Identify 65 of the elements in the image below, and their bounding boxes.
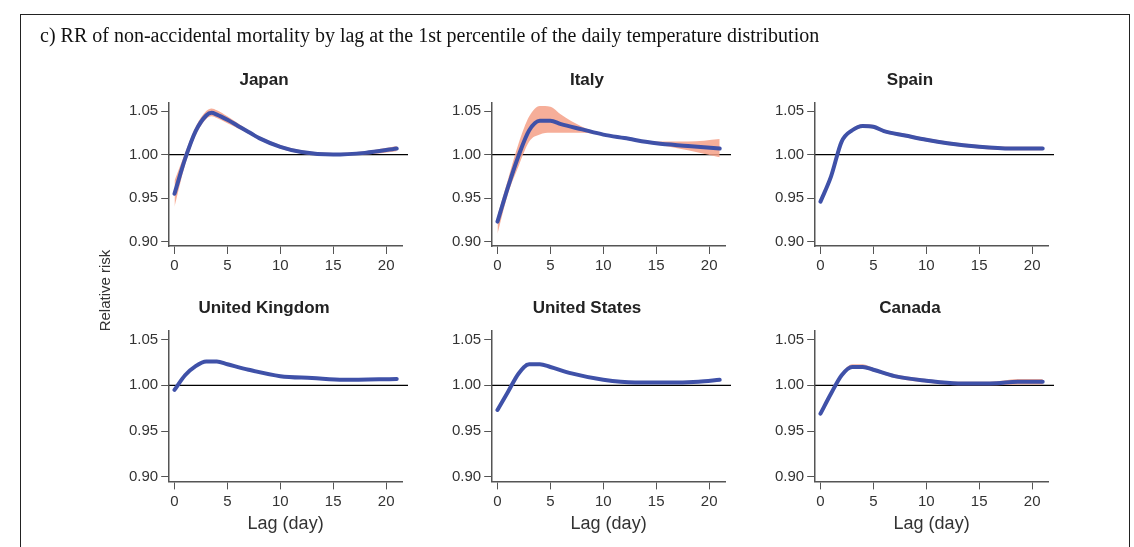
chart-title: United States <box>532 297 642 317</box>
y-tick-label: 1.05 <box>128 101 159 119</box>
x-tick-label: 15 <box>970 491 988 509</box>
chart-title: United Kingdom <box>198 297 330 317</box>
x-axis-title: Lag (day) <box>247 513 324 534</box>
y-tick-label: 0.90 <box>451 231 482 249</box>
x-tick-label: 10 <box>271 256 289 274</box>
x-tick-label: 0 <box>170 491 179 509</box>
y-tick-label: 0.95 <box>451 188 482 206</box>
chart-title: Italy <box>569 69 605 89</box>
y-tick-label: 0.90 <box>774 466 805 484</box>
y-tick-label: 0.95 <box>128 421 159 439</box>
y-tick-label: 0.95 <box>774 421 805 439</box>
x-axis-title: Lag (day) <box>570 513 647 534</box>
chart-title: Japan <box>239 69 289 89</box>
x-tick-label: 0 <box>816 491 825 509</box>
x-tick-label: 15 <box>647 491 665 509</box>
x-tick-label: 10 <box>917 491 935 509</box>
y-tick-label: 1.05 <box>128 329 159 347</box>
x-tick-label: 0 <box>493 256 502 274</box>
x-tick-label: 5 <box>869 256 878 274</box>
x-tick-label: 5 <box>546 491 555 509</box>
x-tick-label: 10 <box>594 491 612 509</box>
y-tick-label: 1.00 <box>774 375 805 393</box>
y-tick-label: 1.00 <box>128 375 159 393</box>
y-tick-label: 1.05 <box>451 101 482 119</box>
y-axis-title: Relative risk <box>95 248 113 334</box>
y-tick-label: 0.95 <box>451 421 482 439</box>
y-tick-label: 0.95 <box>128 188 159 206</box>
y-tick-label: 1.05 <box>774 101 805 119</box>
text: c) RR of non-accidental mortality by lag at the 1st percentile of the daily temperature distribution <box>40 24 820 47</box>
y-tick-label: 0.95 <box>774 188 805 206</box>
y-tick-label: 0.90 <box>128 231 159 249</box>
chart-title: Spain <box>886 69 934 89</box>
x-tick-label: 10 <box>594 256 612 274</box>
x-tick-label: 20 <box>700 256 718 274</box>
x-tick-label: 5 <box>546 256 555 274</box>
x-tick-label: 0 <box>170 256 179 274</box>
x-tick-label: 20 <box>1023 491 1041 509</box>
x-tick-label: 5 <box>223 256 232 274</box>
chart-title: Canada <box>879 297 942 317</box>
x-tick-label: 0 <box>493 491 502 509</box>
x-tick-label: 20 <box>1023 256 1041 274</box>
y-tick-label: 1.00 <box>128 144 159 162</box>
x-tick-label: 5 <box>223 491 232 509</box>
x-tick-label: 15 <box>970 256 988 274</box>
y-tick-label: 1.00 <box>451 144 482 162</box>
x-tick-label: 0 <box>816 256 825 274</box>
x-tick-label: 15 <box>324 256 342 274</box>
y-tick-label: 0.90 <box>128 466 159 484</box>
x-axis-title: Lag (day) <box>893 513 970 534</box>
y-tick-label: 1.00 <box>451 375 482 393</box>
x-tick-label: 10 <box>917 256 935 274</box>
y-tick-label: 1.00 <box>774 144 805 162</box>
y-tick-label: 0.90 <box>774 231 805 249</box>
x-tick-label: 20 <box>700 491 718 509</box>
x-tick-label: 15 <box>324 491 342 509</box>
x-tick-label: 5 <box>869 491 878 509</box>
x-tick-label: 15 <box>647 256 665 274</box>
y-tick-label: 1.05 <box>451 329 482 347</box>
y-tick-label: 1.05 <box>774 329 805 347</box>
x-tick-label: 10 <box>271 491 289 509</box>
x-tick-label: 20 <box>377 256 395 274</box>
x-tick-label: 20 <box>377 491 395 509</box>
y-tick-label: 0.90 <box>451 466 482 484</box>
